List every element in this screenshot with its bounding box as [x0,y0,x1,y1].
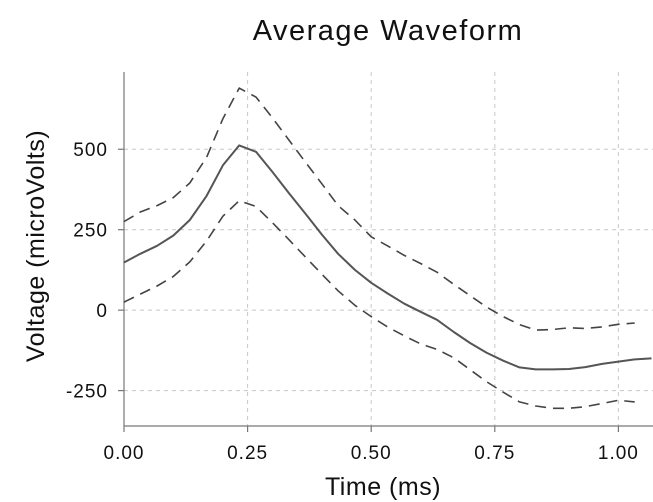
x-tick-label: 1.00 [598,443,639,464]
mean-waveform-line [123,144,652,371]
y-tick-label: 0 [96,301,108,322]
upper-bound-line [123,87,635,331]
lower-bound-line [123,199,635,410]
series-lines [123,87,652,410]
chart-title: Average Waveform [253,15,524,47]
y-tick-label: -250 [66,382,108,403]
x-tick-label: 0.75 [474,443,515,464]
y-tick-label: 250 [73,221,108,242]
x-tick-label: 0.25 [227,443,268,464]
x-axis-label: Time (ms) [325,473,441,501]
y-axis-label: Voltage (microVolts) [22,130,50,362]
grid-lines [124,72,653,426]
axes: 0.00 0.25 0.50 0.75 1.00 -250 0 250 500 [66,72,653,464]
x-tick-label: 0.50 [351,443,392,464]
y-tick-label: 500 [73,140,108,161]
x-tick-label: 0.00 [104,443,145,464]
